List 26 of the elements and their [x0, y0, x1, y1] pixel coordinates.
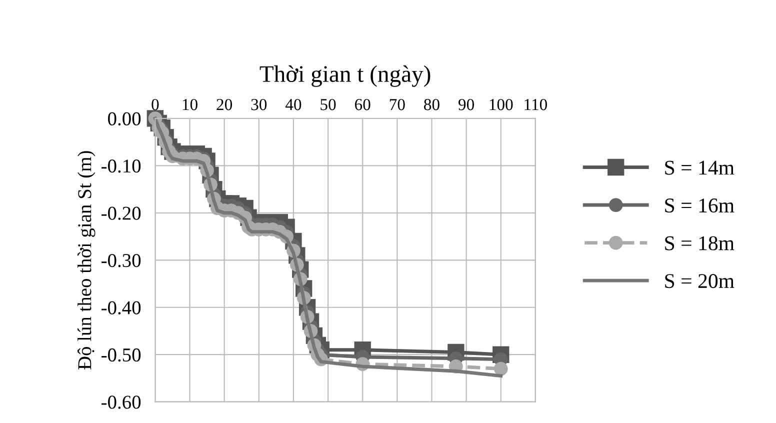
x-tick-label: 80 [424, 98, 440, 110]
legend-label: S = 16m [665, 198, 734, 213]
point [494, 362, 508, 376]
legend-label: S = 20m [665, 274, 734, 288]
legend-label: S = 14m [665, 160, 734, 175]
x-tick-label: 30 [251, 98, 267, 110]
x-tick-label: 10 [182, 98, 198, 110]
legend-label: S = 18m [665, 236, 734, 250]
x-tick-label: 50 [320, 98, 336, 110]
y-tick-label: -0.40 [102, 301, 141, 314]
x-axis-title: Thời gian t (ngày) [260, 65, 430, 87]
x-tick-label: 0 [152, 98, 159, 110]
x-tick-label: 90 [458, 98, 474, 110]
y-axis-title: Độ lún theo thời gian St (m) [78, 151, 96, 370]
x-tick-label: 40 [285, 98, 302, 110]
y-tick-label: -0.50 [102, 348, 141, 362]
y-tick-label: -0.10 [102, 159, 141, 173]
x-tick-label: 20 [216, 98, 232, 110]
y-tick-label: -0.30 [102, 254, 141, 268]
x-tick-label: 60 [354, 98, 370, 110]
x-tick-label: 110 [524, 98, 547, 110]
x-tick-label: 70 [390, 98, 405, 110]
y-tick-label: 0.00 [108, 112, 141, 126]
x-tick-label: 100 [490, 98, 513, 110]
y-tick-label: -0.60 [102, 396, 141, 409]
y-tick-label: -0.20 [102, 206, 141, 220]
